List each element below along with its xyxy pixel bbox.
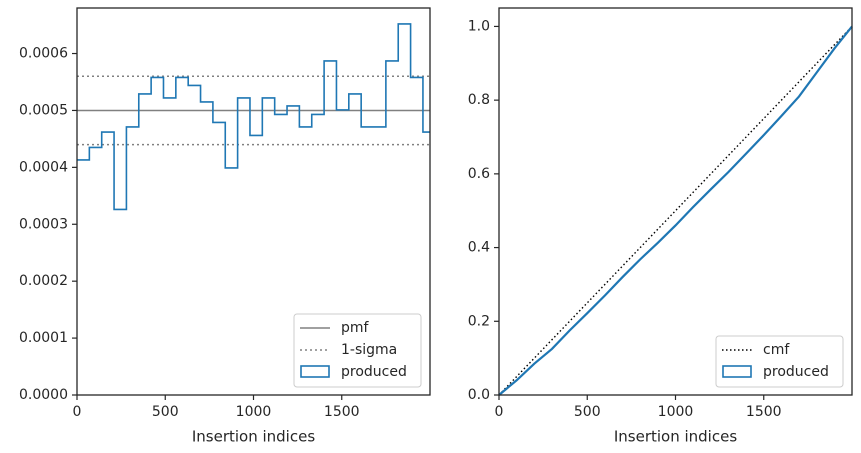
legend-label-pmf: pmf [341, 320, 370, 336]
x-tick-label: 500 [152, 404, 179, 420]
legend-box [715, 335, 844, 388]
y-tick-label: 0.0003 [19, 216, 68, 232]
produced-cumulative-line [498, 25, 853, 396]
y-tick-label: 0.6 [468, 166, 490, 182]
x-tick-label: 1500 [324, 404, 360, 420]
legend-produced-swatch [300, 365, 330, 378]
legend-label-produced: produced [763, 364, 829, 380]
legend-produced-swatch [722, 365, 752, 378]
produced-histogram [77, 23, 430, 211]
y-tick-label: 0.0002 [19, 273, 68, 289]
x-tick-label: 1000 [236, 404, 272, 420]
x-tick-label: 0 [495, 404, 504, 420]
y-tick-label: 0.0001 [19, 330, 68, 346]
x-tick-label: 1500 [746, 404, 782, 420]
axes-frame [498, 7, 853, 396]
legend-box [293, 313, 422, 388]
x-tick-label: 500 [574, 404, 601, 420]
cmf-line [498, 25, 853, 396]
y-tick-label: 0.4 [468, 240, 490, 256]
legend-label-produced: produced [341, 364, 407, 380]
y-tick-label: 0.0005 [19, 102, 68, 118]
x-axis-label: Insertion indices [614, 428, 737, 446]
legend-label-cmf: cmf [763, 342, 790, 358]
right-chart-panel: 0 500 1000 1500 0.0 0.2 0.4 0.6 0.8 1.0 Insertion … [468, 7, 853, 446]
y-tick-label: 1.0 [468, 18, 490, 34]
x-tick-label: 1000 [658, 404, 694, 420]
left-chart-panel: 0 500 1000 1500 0.0000 0.0001 0.0002 0.0003 0.00… [19, 7, 431, 446]
x-axis-label: Insertion indices [192, 428, 315, 446]
right-legend: cmf produced [715, 335, 844, 388]
y-tick-label: 0.0004 [19, 159, 68, 175]
y-tick-label: 0.0006 [19, 46, 68, 62]
y-tick-label: 0.8 [468, 92, 490, 108]
axes-frame [76, 7, 431, 396]
x-tick-label: 0 [73, 404, 82, 420]
y-tick-label: 0.2 [468, 313, 490, 329]
y-tick-label: 0.0000 [19, 387, 68, 403]
left-legend: pmf 1-sigma produced [293, 313, 422, 388]
y-tick-label: 0.0 [468, 387, 490, 403]
legend-label-sigma: 1-sigma [341, 342, 397, 358]
